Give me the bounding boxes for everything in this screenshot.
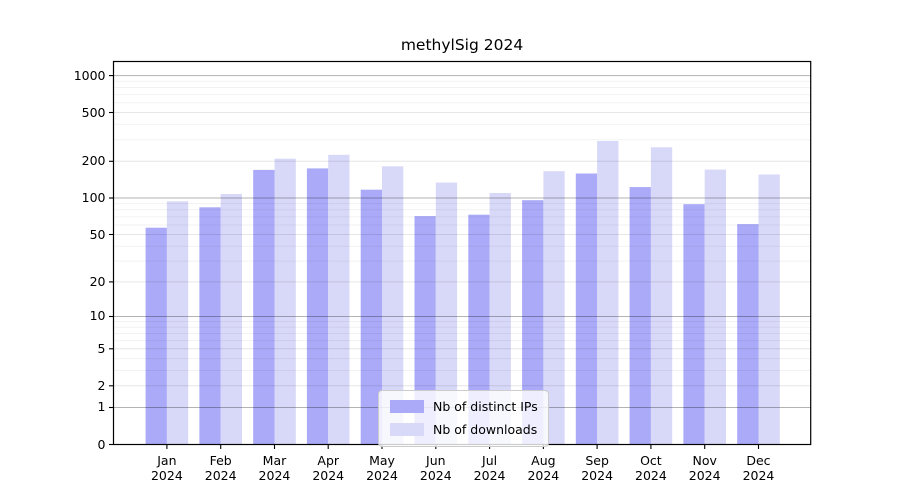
x-tick-label-oct: Oct 2024 bbox=[635, 452, 667, 483]
y-tick-label-2: 2 bbox=[97, 377, 106, 393]
x-tick-label-aug: Aug 2024 bbox=[527, 452, 560, 483]
y-tick-label-1000: 1000 bbox=[73, 67, 106, 83]
bar-nb-of-distinct-ips-mar bbox=[253, 169, 275, 445]
bar-nb-of-downloads-jan bbox=[166, 201, 189, 445]
bar-nb-of-distinct-ips-jul bbox=[468, 214, 490, 445]
legend-label: Nb of distinct IPs bbox=[433, 399, 538, 414]
legend-swatch-downloads bbox=[390, 423, 424, 436]
y-tick-label-500: 500 bbox=[81, 104, 106, 120]
y-tick-label-1: 1 bbox=[97, 399, 106, 415]
y-tick-label-0: 0 bbox=[97, 436, 106, 452]
bar-nb-of-distinct-ips-dec bbox=[737, 224, 759, 445]
bar-nb-of-downloads-sep bbox=[597, 141, 619, 445]
bar-nb-of-distinct-ips-jan bbox=[145, 227, 167, 445]
y-tick-label-200: 200 bbox=[81, 153, 106, 169]
bar-nb-of-distinct-ips-jun bbox=[414, 216, 436, 445]
y-tick-label-20: 20 bbox=[89, 273, 106, 289]
bar-nb-of-downloads-jul bbox=[489, 193, 511, 445]
bar-nb-of-downloads-may bbox=[382, 166, 404, 445]
x-tick-label-nov: Nov 2024 bbox=[688, 452, 721, 483]
y-tick-label-100: 100 bbox=[81, 190, 106, 206]
x-tick-label-jul: Jul 2024 bbox=[473, 452, 506, 483]
bar-nb-of-downloads-aug bbox=[543, 171, 565, 445]
bar-nb-of-downloads-dec bbox=[758, 174, 780, 445]
legend-item-distinct-ips: Nb of distinct IPs bbox=[390, 396, 538, 417]
legend-swatch-distinct-ips bbox=[390, 400, 424, 413]
x-tick-label-jun: Jun 2024 bbox=[419, 452, 452, 483]
bar-nb-of-downloads-jun bbox=[435, 182, 458, 445]
legend: Nb of distinct IPs Nb of downloads bbox=[378, 390, 549, 447]
x-tick-label-mar: Mar 2024 bbox=[258, 452, 291, 483]
x-tick-label-apr: Apr 2024 bbox=[312, 452, 345, 483]
bar-nb-of-downloads-mar bbox=[274, 158, 296, 445]
bar-nb-of-downloads-feb bbox=[220, 194, 242, 445]
x-tick-label-may: May 2024 bbox=[366, 452, 398, 483]
x-tick-label-dec: Dec 2024 bbox=[742, 452, 775, 483]
x-tick-label-feb: Feb 2024 bbox=[204, 452, 237, 483]
bar-nb-of-distinct-ips-nov bbox=[683, 204, 705, 445]
bar-nb-of-distinct-ips-oct bbox=[629, 187, 651, 445]
y-tick-label-50: 50 bbox=[89, 226, 106, 242]
x-tick-label-jan: Jan 2024 bbox=[150, 452, 183, 483]
bar-nb-of-distinct-ips-feb bbox=[199, 207, 221, 445]
y-tick-label-10: 10 bbox=[89, 308, 106, 324]
bar-nb-of-downloads-oct bbox=[650, 147, 673, 445]
bar-nb-of-distinct-ips-sep bbox=[575, 173, 598, 445]
x-tick-label-sep: Sep 2024 bbox=[581, 452, 614, 483]
legend-label: Nb of downloads bbox=[433, 422, 538, 437]
y-tick-label-5: 5 bbox=[97, 340, 106, 356]
bar-nb-of-downloads-apr bbox=[328, 154, 350, 445]
bar-nb-of-distinct-ips-may bbox=[360, 189, 382, 445]
chart-title: methylSig 2024 bbox=[400, 36, 524, 54]
legend-item-downloads: Nb of downloads bbox=[390, 419, 538, 440]
bars-group bbox=[145, 141, 780, 445]
bar-nb-of-downloads-nov bbox=[704, 169, 726, 445]
bar-nb-of-distinct-ips-apr bbox=[306, 168, 329, 445]
